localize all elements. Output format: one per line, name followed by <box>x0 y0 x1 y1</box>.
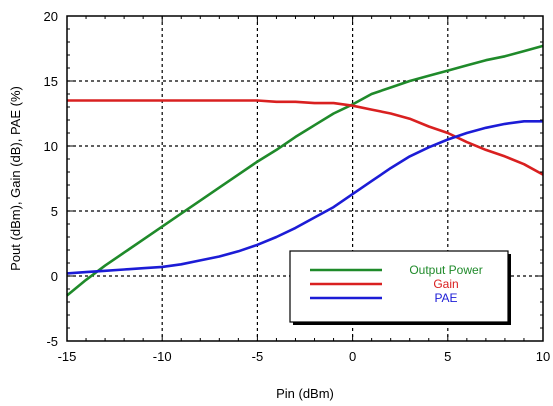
plot-frame <box>66 15 544 342</box>
y-tick-labels: -5 0 5 10 15 20 <box>44 9 58 349</box>
y-tick-label: -5 <box>46 334 58 349</box>
y-tick-label: 0 <box>51 269 58 284</box>
x-tick-label: -5 <box>252 349 264 364</box>
x-tick-label: 0 <box>349 349 356 364</box>
y-tick-label: 15 <box>44 74 58 89</box>
y-axis-label: Pout (dBm), Gain (dB), PAE (%) <box>8 86 23 271</box>
legend-box <box>289 250 509 323</box>
series-lines <box>66 44 544 297</box>
ticks <box>66 15 544 342</box>
x-tick-label: -10 <box>153 349 172 364</box>
legend-label-output-power: Output Power <box>409 263 482 277</box>
legend-label-gain: Gain <box>433 277 458 291</box>
x-tick-label: 5 <box>444 349 451 364</box>
series-line-pae <box>66 120 543 275</box>
x-tick-label: 10 <box>536 349 550 364</box>
legend-label-pae: PAE <box>434 291 457 305</box>
x-tick-label: -15 <box>58 349 77 364</box>
y-tick-label: 5 <box>51 204 58 219</box>
x-axis-label: Pin (dBm) <box>276 386 334 401</box>
series-line-output-power <box>66 44 544 297</box>
series-line-gain <box>67 99 544 176</box>
x-tick-labels: -15 -10 -5 0 5 10 <box>58 349 551 364</box>
y-tick-label: 20 <box>44 9 58 24</box>
y-tick-label: 10 <box>44 139 58 154</box>
